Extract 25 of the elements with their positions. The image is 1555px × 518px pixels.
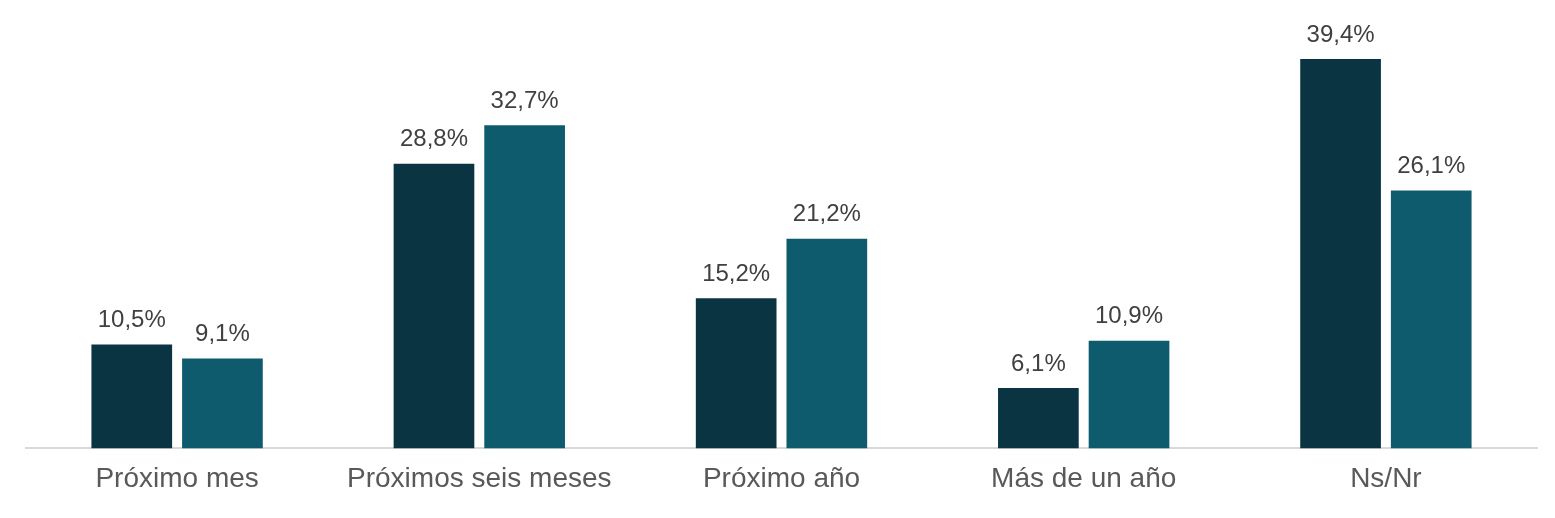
data-label: 21,2% [792, 199, 861, 227]
x-tick-label: Ns/Nr [1350, 461, 1422, 493]
bar [393, 163, 475, 449]
bar [998, 388, 1079, 449]
bar [182, 358, 263, 449]
data-label: 10,9% [1095, 301, 1164, 329]
bar [695, 298, 777, 449]
data-label: 6,1% [1011, 348, 1066, 376]
data-label: 9,1% [195, 319, 250, 347]
bar [91, 344, 173, 449]
bar [1300, 58, 1381, 449]
data-label: 15,2% [702, 258, 771, 286]
x-tick-label: Más de un año [991, 461, 1177, 493]
data-label: 10,5% [97, 305, 166, 333]
x-tick-label: Próximo mes [95, 461, 259, 493]
bar [786, 238, 868, 449]
data-label: 39,4% [1306, 19, 1375, 47]
data-label: 26,1% [1397, 151, 1466, 179]
data-label: 32,7% [490, 85, 559, 113]
x-tick-label: Próximo año [702, 461, 861, 493]
bar [484, 125, 565, 449]
data-label: 28,8% [399, 124, 468, 152]
x-tick-label: Próximos seis meses [347, 461, 612, 493]
bar [1088, 340, 1170, 449]
bar [1390, 190, 1472, 449]
